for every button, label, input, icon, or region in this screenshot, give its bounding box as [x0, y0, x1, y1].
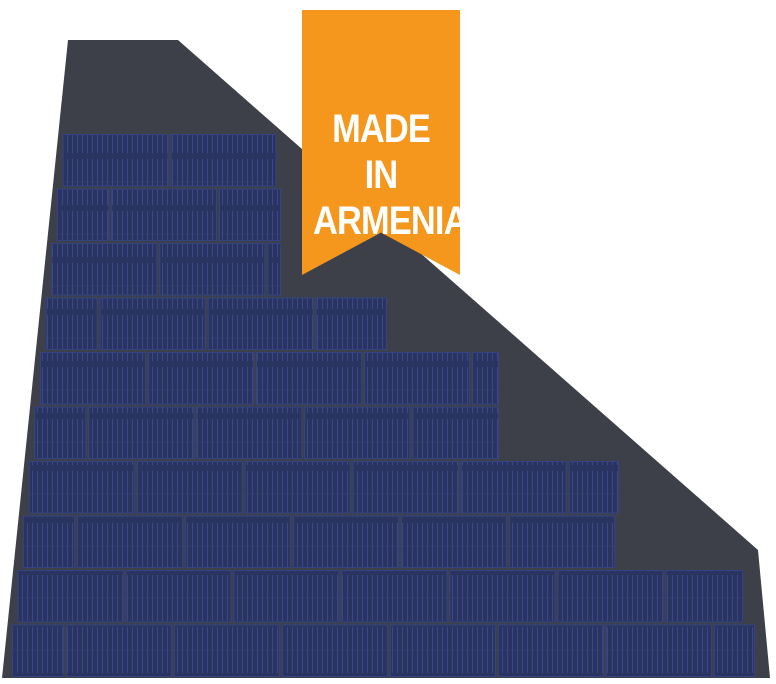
solar-module: [196, 406, 303, 459]
module-row: [45, 297, 387, 350]
solar-module: [568, 461, 620, 514]
solar-module: [159, 243, 266, 296]
solar-module: [62, 134, 169, 187]
solar-module: [148, 352, 255, 405]
solar-module: [389, 624, 496, 677]
solar-module: [364, 352, 471, 405]
solar-module: [665, 570, 744, 623]
solar-module: [315, 297, 387, 350]
module-row: [40, 352, 499, 405]
solar-module: [304, 406, 411, 459]
solar-module: [713, 624, 756, 677]
solar-module: [170, 134, 277, 187]
solar-module: [11, 624, 64, 677]
solar-module: [28, 461, 135, 514]
solar-module: [185, 515, 292, 568]
solar-module: [472, 352, 499, 405]
solar-module: [88, 406, 195, 459]
solar-module: [281, 624, 388, 677]
solar-module: [412, 406, 500, 459]
module-row: [51, 243, 282, 296]
solar-module: [293, 515, 400, 568]
solar-module: [267, 243, 282, 296]
solar-module: [23, 515, 76, 568]
solar-module: [341, 570, 448, 623]
solar-module: [40, 352, 147, 405]
solar-module: [497, 624, 604, 677]
solar-module: [460, 461, 567, 514]
module-row: [17, 570, 744, 623]
module-row: [11, 624, 756, 677]
solar-module: [110, 188, 217, 241]
solar-module: [51, 243, 158, 296]
ribbon-line-1: MADE IN: [332, 107, 431, 197]
module-row: [28, 461, 620, 514]
solar-module: [256, 352, 363, 405]
panel-modules: [11, 134, 756, 677]
solar-module: [173, 624, 280, 677]
module-row: [23, 515, 616, 568]
solar-module: [244, 461, 351, 514]
solar-module: [352, 461, 459, 514]
made-in-armenia-ribbon: MADE IN ARMENIA: [302, 10, 460, 275]
module-row: [62, 134, 277, 187]
solar-module: [136, 461, 243, 514]
solar-module: [125, 570, 232, 623]
module-row: [56, 188, 281, 241]
solar-module: [99, 297, 206, 350]
module-row: [34, 406, 500, 459]
solar-module: [207, 297, 314, 350]
solar-module: [77, 515, 184, 568]
solar-module: [605, 624, 712, 677]
ribbon-text: MADE IN ARMENIA: [313, 106, 460, 244]
solar-module: [449, 570, 556, 623]
solar-module: [218, 188, 281, 241]
solar-module: [56, 188, 109, 241]
solar-module: [233, 570, 340, 623]
solar-module: [557, 570, 664, 623]
solar-module: [45, 297, 98, 350]
solar-module: [34, 406, 87, 459]
solar-module: [509, 515, 616, 568]
solar-module: [65, 624, 172, 677]
solar-module: [17, 570, 124, 623]
solar-module: [401, 515, 508, 568]
